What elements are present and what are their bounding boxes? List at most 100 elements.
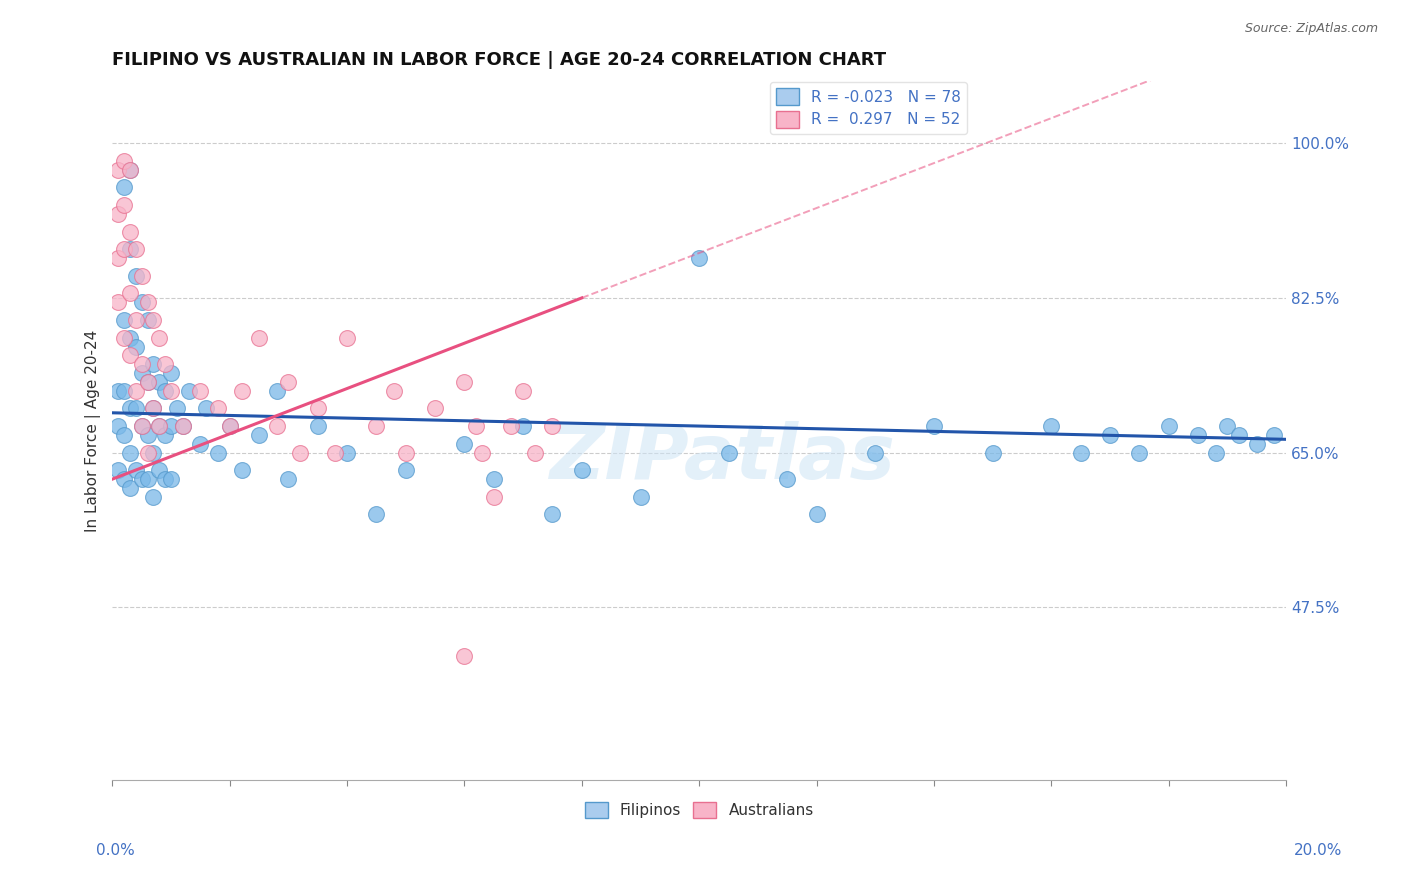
Point	[112, 472, 135, 486]
Point	[142, 490, 165, 504]
Point	[155, 384, 177, 398]
Point	[118, 242, 141, 256]
Point	[981, 445, 1004, 459]
Point	[1157, 419, 1180, 434]
Point	[1263, 428, 1285, 442]
Point	[453, 436, 475, 450]
Point	[277, 375, 299, 389]
Point	[131, 357, 153, 371]
Point	[148, 463, 170, 477]
Point	[776, 472, 799, 486]
Point	[136, 472, 159, 486]
Point	[118, 225, 141, 239]
Point	[155, 357, 177, 371]
Point	[266, 419, 288, 434]
Point	[112, 180, 135, 194]
Point	[118, 286, 141, 301]
Point	[806, 508, 828, 522]
Point	[107, 384, 129, 398]
Point	[118, 162, 141, 177]
Point	[112, 428, 135, 442]
Point	[148, 331, 170, 345]
Point	[307, 401, 329, 416]
Point	[107, 419, 129, 434]
Point	[136, 375, 159, 389]
Point	[125, 384, 148, 398]
Point	[1187, 428, 1209, 442]
Point	[166, 401, 188, 416]
Point	[148, 419, 170, 434]
Point	[218, 419, 240, 434]
Point	[107, 207, 129, 221]
Point	[112, 242, 135, 256]
Point	[136, 295, 159, 310]
Point	[190, 436, 212, 450]
Point	[325, 445, 347, 459]
Point	[112, 153, 135, 168]
Point	[1098, 428, 1121, 442]
Point	[247, 331, 270, 345]
Point	[112, 198, 135, 212]
Point	[195, 401, 218, 416]
Text: Source: ZipAtlas.com: Source: ZipAtlas.com	[1244, 22, 1378, 36]
Text: 0.0%: 0.0%	[96, 843, 135, 858]
Point	[112, 331, 135, 345]
Point	[231, 384, 253, 398]
Point	[112, 313, 135, 327]
Point	[107, 162, 129, 177]
Point	[482, 490, 505, 504]
Point	[160, 384, 183, 398]
Point	[131, 419, 153, 434]
Y-axis label: In Labor Force | Age 20-24: In Labor Force | Age 20-24	[86, 329, 101, 532]
Point	[107, 463, 129, 477]
Point	[160, 419, 183, 434]
Point	[177, 384, 200, 398]
Point	[231, 463, 253, 477]
Point	[688, 251, 710, 265]
Point	[512, 419, 534, 434]
Point	[142, 445, 165, 459]
Point	[148, 419, 170, 434]
Point	[336, 445, 359, 459]
Point	[131, 268, 153, 283]
Point	[125, 339, 148, 353]
Point	[136, 313, 159, 327]
Point	[471, 445, 494, 459]
Point	[482, 472, 505, 486]
Point	[453, 648, 475, 663]
Point	[336, 331, 359, 345]
Point	[395, 445, 418, 459]
Point	[118, 331, 141, 345]
Point	[142, 357, 165, 371]
Point	[366, 419, 388, 434]
Point	[523, 445, 546, 459]
Point	[1205, 445, 1227, 459]
Point	[922, 419, 945, 434]
Point	[288, 445, 311, 459]
Point	[112, 384, 135, 398]
Point	[172, 419, 194, 434]
Point	[423, 401, 446, 416]
Point	[107, 251, 129, 265]
Point	[118, 162, 141, 177]
Point	[207, 445, 229, 459]
Point	[218, 419, 240, 434]
Point	[148, 375, 170, 389]
Point	[136, 445, 159, 459]
Point	[541, 419, 564, 434]
Point	[131, 295, 153, 310]
Point	[863, 445, 886, 459]
Point	[160, 366, 183, 380]
Point	[1216, 419, 1239, 434]
Point	[190, 384, 212, 398]
Point	[131, 472, 153, 486]
Point	[1246, 436, 1268, 450]
Point	[142, 401, 165, 416]
Point	[277, 472, 299, 486]
Point	[118, 348, 141, 362]
Point	[160, 472, 183, 486]
Point	[136, 428, 159, 442]
Point	[131, 419, 153, 434]
Point	[366, 508, 388, 522]
Legend: Filipinos, Australians: Filipinos, Australians	[578, 796, 820, 824]
